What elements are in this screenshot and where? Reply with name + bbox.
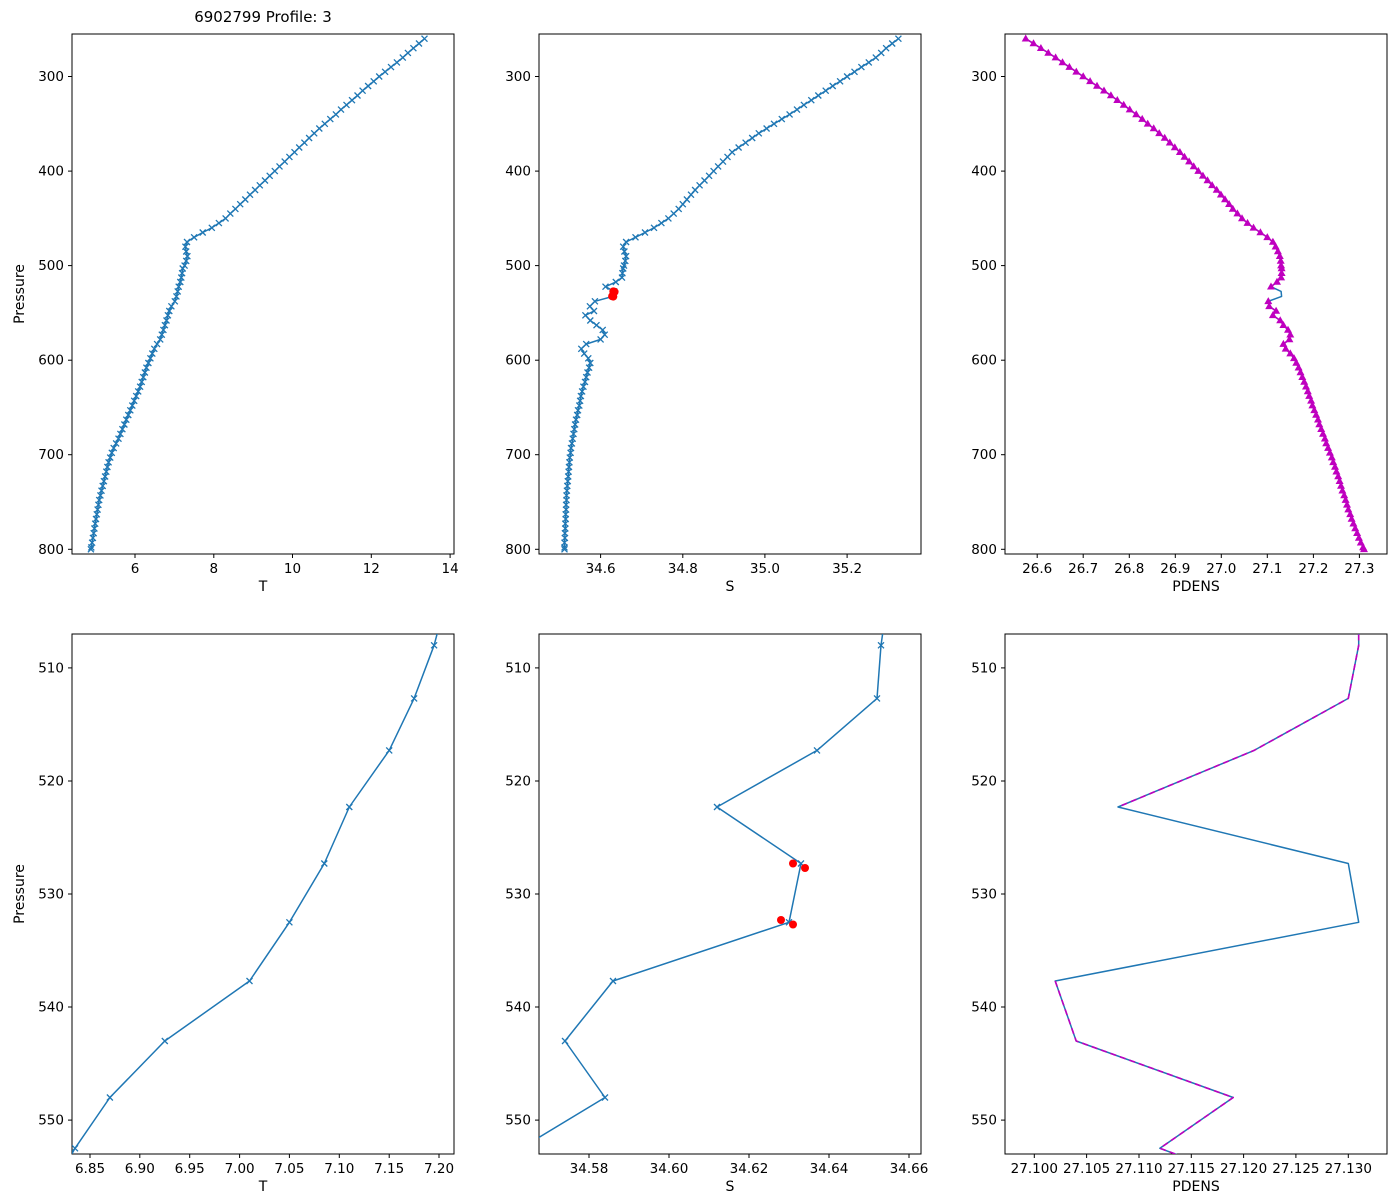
- svg-text:6: 6: [131, 561, 140, 577]
- svg-text:540: 540: [38, 1000, 64, 1016]
- svg-text:6.90: 6.90: [125, 1161, 155, 1177]
- chart-cell-temperature-zoom: 6.85 6.90 6.95 7.00 7.05 7.10 7.15 7.20 510 520 53…: [0, 600, 467, 1200]
- svg-text:700: 700: [972, 447, 998, 463]
- svg-text:400: 400: [972, 164, 998, 180]
- svg-text:550: 550: [505, 1113, 531, 1129]
- svg-text:7.05: 7.05: [274, 1161, 304, 1177]
- svg-text:7.20: 7.20: [424, 1161, 454, 1177]
- svg-text:400: 400: [38, 164, 64, 180]
- salinity-vs-pressure-plot: 34.6 34.8 35.0 35.2 300 400 500 600 700 800 S: [505, 33, 922, 595]
- svg-text:27.115: 27.115: [1168, 1161, 1215, 1177]
- svg-text:800: 800: [38, 542, 64, 558]
- svg-text:530: 530: [972, 887, 998, 903]
- svg-text:10: 10: [284, 561, 301, 577]
- chart-cell-salinity-zoom: 34.58 34.60 34.62 34.64 34.66 510 520 530 540 550…: [467, 600, 934, 1200]
- svg-text:35.0: 35.0: [750, 561, 780, 577]
- svg-text:27.125: 27.125: [1273, 1161, 1320, 1177]
- density-zoom-plot: 27.100 27.105 27.110 27.115 27.120 27.125 27.1…: [972, 633, 1388, 1195]
- svg-text:800: 800: [972, 542, 998, 558]
- svg-text:T: T: [258, 1179, 268, 1195]
- svg-text:6.85: 6.85: [75, 1161, 105, 1177]
- svg-text:540: 540: [505, 1000, 531, 1016]
- svg-text:530: 530: [38, 887, 64, 903]
- svg-text:27.105: 27.105: [1063, 1161, 1110, 1177]
- svg-text:520: 520: [38, 774, 64, 790]
- svg-text:510: 510: [972, 660, 998, 676]
- svg-text:S: S: [725, 1179, 734, 1195]
- temperature-vs-pressure-plot: 6 8 10 12 14 300 400 500 600 700 800 T Pressure 69027…: [12, 8, 459, 595]
- svg-text:550: 550: [38, 1113, 64, 1129]
- svg-text:12: 12: [363, 561, 380, 577]
- svg-text:26.6: 26.6: [1022, 561, 1052, 577]
- svg-text:300: 300: [972, 69, 998, 85]
- svg-text:Pressure: Pressure: [12, 264, 28, 324]
- svg-text:600: 600: [972, 353, 998, 369]
- svg-text:510: 510: [38, 660, 64, 676]
- chart-cell-density-zoom: 27.100 27.105 27.110 27.115 27.120 27.125 27.1…: [933, 600, 1400, 1200]
- svg-text:700: 700: [505, 447, 531, 463]
- svg-text:26.7: 26.7: [1068, 561, 1098, 577]
- svg-text:T: T: [258, 579, 268, 595]
- svg-text:550: 550: [972, 1113, 998, 1129]
- svg-text:7.15: 7.15: [374, 1161, 404, 1177]
- svg-text:34.58: 34.58: [569, 1161, 608, 1177]
- svg-text:34.6: 34.6: [585, 561, 615, 577]
- svg-text:6902799 Profile: 3: 6902799 Profile: 3: [194, 8, 332, 26]
- svg-text:540: 540: [972, 1000, 998, 1016]
- svg-text:520: 520: [505, 774, 531, 790]
- svg-text:500: 500: [972, 258, 998, 274]
- svg-text:300: 300: [505, 69, 531, 85]
- svg-text:6.95: 6.95: [175, 1161, 205, 1177]
- svg-text:800: 800: [505, 542, 531, 558]
- svg-text:27.0: 27.0: [1207, 561, 1237, 577]
- svg-text:27.120: 27.120: [1220, 1161, 1267, 1177]
- svg-text:Pressure: Pressure: [12, 864, 28, 924]
- svg-text:35.2: 35.2: [832, 561, 862, 577]
- svg-text:500: 500: [38, 258, 64, 274]
- svg-text:26.9: 26.9: [1161, 561, 1191, 577]
- svg-text:27.1: 27.1: [1253, 561, 1283, 577]
- svg-text:700: 700: [38, 447, 64, 463]
- svg-text:PDENS: PDENS: [1173, 579, 1221, 595]
- svg-text:34.62: 34.62: [729, 1161, 768, 1177]
- svg-text:600: 600: [505, 353, 531, 369]
- svg-text:8: 8: [210, 561, 219, 577]
- svg-text:34.60: 34.60: [649, 1161, 688, 1177]
- temperature-zoom-plot: 6.85 6.90 6.95 7.00 7.05 7.10 7.15 7.20 510 520 53…: [12, 633, 455, 1195]
- density-vs-pressure-plot: 26.6 26.7 26.8 26.9 27.0 27.1 27.2 27.3 300 400 50…: [972, 33, 1388, 595]
- svg-text:510: 510: [505, 660, 531, 676]
- svg-text:7.10: 7.10: [324, 1161, 354, 1177]
- svg-text:600: 600: [38, 353, 64, 369]
- svg-text:26.8: 26.8: [1115, 561, 1145, 577]
- svg-text:34.66: 34.66: [889, 1161, 928, 1177]
- svg-text:27.100: 27.100: [1011, 1161, 1058, 1177]
- svg-text:PDENS: PDENS: [1173, 1179, 1221, 1195]
- svg-text:34.64: 34.64: [809, 1161, 848, 1177]
- svg-text:14: 14: [442, 561, 459, 577]
- svg-text:400: 400: [505, 164, 531, 180]
- svg-text:27.3: 27.3: [1345, 561, 1375, 577]
- svg-text:300: 300: [38, 69, 64, 85]
- svg-text:530: 530: [505, 887, 531, 903]
- svg-text:27.110: 27.110: [1116, 1161, 1163, 1177]
- svg-text:520: 520: [972, 774, 998, 790]
- svg-text:34.8: 34.8: [667, 561, 697, 577]
- chart-cell-salinity-full: 34.6 34.8 35.0 35.2 300 400 500 600 700 800 S: [467, 0, 934, 600]
- chart-cell-temperature-full: 6 8 10 12 14 300 400 500 600 700 800 T Pressure 69027…: [0, 0, 467, 600]
- salinity-zoom-plot: 34.58 34.60 34.62 34.64 34.66 510 520 530 540 550…: [505, 633, 928, 1195]
- chart-cell-density-full: 26.6 26.7 26.8 26.9 27.0 27.1 27.2 27.3 300 400 50…: [933, 0, 1400, 600]
- svg-text:500: 500: [505, 258, 531, 274]
- svg-text:27.130: 27.130: [1325, 1161, 1372, 1177]
- svg-text:7.00: 7.00: [225, 1161, 255, 1177]
- svg-text:S: S: [725, 579, 734, 595]
- svg-text:27.2: 27.2: [1299, 561, 1329, 577]
